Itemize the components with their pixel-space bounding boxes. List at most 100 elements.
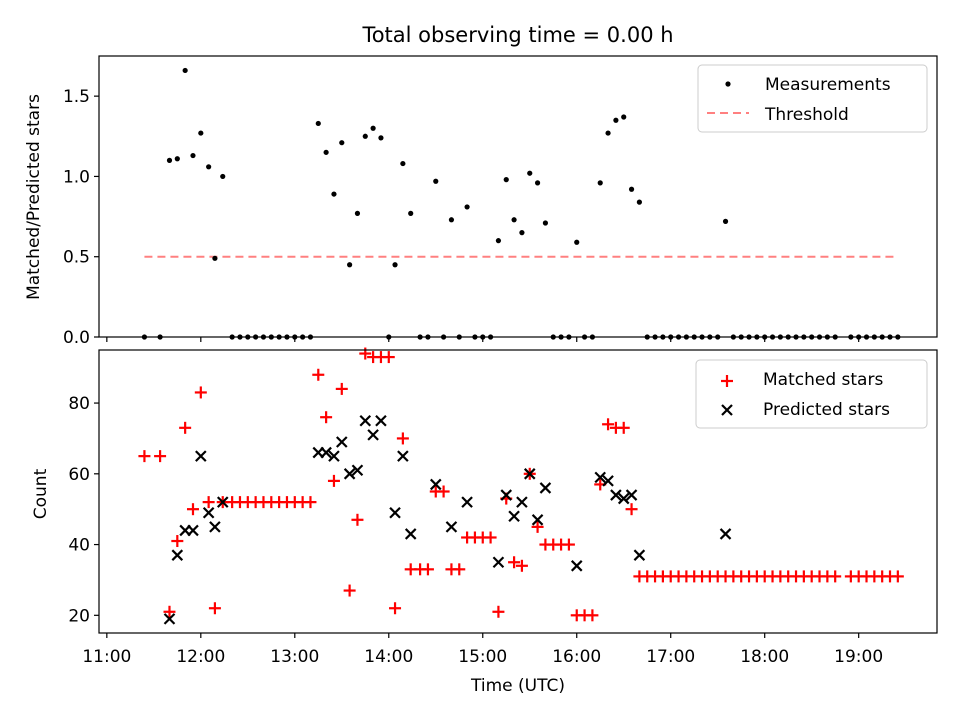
legend-matched-label: Matched stars (763, 370, 883, 390)
predicted-star-point (187, 524, 199, 537)
x-tick-label: 18:00 (740, 647, 789, 667)
predicted-star-point (195, 450, 207, 462)
matched-star-point (625, 503, 638, 516)
x-tick-label: 11:00 (82, 647, 131, 667)
matched-star-point (202, 496, 215, 509)
y-tick-label: 0.0 (63, 328, 90, 348)
measurement-point (331, 191, 337, 197)
measurement-point (621, 114, 627, 120)
predicted-star-point (404, 528, 417, 540)
matched-star-point (179, 421, 192, 434)
predicted-star-point (202, 506, 215, 519)
predicted-star-point (429, 478, 442, 491)
measurement-point (378, 135, 384, 141)
legend-matched-marker (721, 375, 733, 387)
matched-star-point (343, 584, 356, 597)
matched-star-point (515, 559, 528, 572)
measurement-point (166, 157, 173, 163)
predicted-star-point (523, 468, 536, 480)
matched-star-point (327, 474, 340, 487)
measurement-point (503, 177, 509, 183)
measurement-point (613, 117, 619, 123)
matched-star-point (312, 368, 325, 381)
measurement-point (347, 262, 353, 268)
predicted-star-point (389, 506, 401, 519)
y-tick-label: 1.5 (63, 87, 90, 107)
measurement-point (190, 152, 196, 159)
predicted-star-point (719, 528, 732, 540)
matched-star-point (492, 605, 505, 618)
measurement-point (174, 156, 180, 162)
measurement-point (370, 125, 376, 131)
matched-star-point (163, 605, 176, 618)
predicted-star-point (216, 496, 229, 508)
predicted-star-point (445, 521, 458, 533)
measurement-point (605, 130, 611, 136)
measurement-point (574, 239, 580, 245)
measurement-point (464, 204, 470, 210)
bottom-y-axis-label: Count (31, 468, 51, 519)
legend-threshold-label: Threshold (764, 105, 849, 125)
legend-predicted-marker (721, 404, 733, 416)
measurement-point (448, 217, 455, 223)
bottom-x-axis-label: Time (UTC) (470, 676, 565, 696)
measurement-point (323, 149, 329, 155)
x-tick-label: 16:00 (552, 647, 601, 667)
measurement-point (220, 173, 226, 180)
predicted-star-point (492, 556, 505, 569)
matched-star-point (335, 382, 348, 395)
predicted-star-point (397, 450, 409, 462)
predicted-star-point (625, 489, 638, 501)
matched-star-point (421, 563, 434, 576)
measurement-point (519, 230, 525, 236)
measurement-point (433, 178, 439, 184)
predicted-star-point (163, 613, 176, 625)
matched-star-point (138, 450, 151, 463)
predicted-star-point (359, 414, 372, 427)
measurement-point (527, 170, 533, 176)
top-chart-title: Total observing time = 0.00 h (361, 23, 673, 47)
matched-star-point (320, 411, 333, 424)
measurement-point (534, 180, 541, 186)
predicted-star-point (171, 549, 184, 561)
measurement-point (408, 210, 414, 216)
y-tick-label: 0.5 (63, 248, 90, 268)
predicted-star-point (343, 468, 356, 480)
predicted-star-point (508, 510, 520, 523)
predicted-star-point (209, 521, 221, 533)
predicted-star-point (617, 492, 630, 505)
legend-measurements-marker (725, 81, 731, 87)
matched-star-point (154, 450, 167, 463)
measurement-point (206, 164, 212, 170)
legend-measurements-label: Measurements (765, 75, 891, 95)
predicted-star-point (461, 496, 473, 508)
matched-star-point (531, 520, 544, 533)
measurement-point (636, 199, 642, 205)
top-x-ticks (106, 337, 860, 342)
matched-star-point (208, 602, 221, 615)
y-tick-label: 20 (68, 606, 90, 626)
measurement-point (628, 186, 635, 192)
x-tick-label: 12:00 (176, 647, 225, 667)
x-tick-label: 19:00 (834, 647, 883, 667)
measurement-point (315, 120, 321, 127)
measurement-point (339, 140, 345, 146)
matched-star-point (437, 485, 450, 498)
matched-star-point (186, 503, 199, 516)
matched-star-point (304, 496, 317, 509)
bottom-legend: Matched stars Predicted stars (695, 359, 928, 429)
predicted-star-point (367, 429, 379, 441)
matched-star-point (484, 531, 497, 544)
x-tick-label: 15:00 (458, 647, 507, 667)
bottom-legend-frame (695, 359, 928, 429)
measurement-point (511, 217, 517, 223)
measurement-point (212, 255, 218, 261)
bottom-y-ticks: 20 40 60 80 (68, 394, 99, 626)
predicted-star-point (633, 549, 646, 561)
bottom-marks (138, 347, 904, 625)
y-tick-label: 40 (68, 536, 90, 556)
top-legend-frame (697, 64, 928, 133)
matched-star-point (351, 513, 364, 526)
matched-star-point (829, 570, 842, 583)
